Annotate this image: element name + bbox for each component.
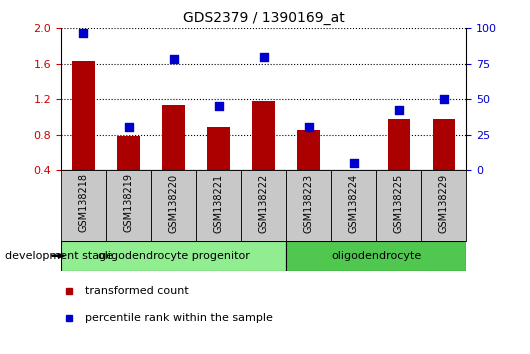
Point	[304, 125, 313, 130]
Point	[214, 103, 223, 109]
Bar	[432, 120, 455, 205]
Text: GSM138218: GSM138218	[78, 173, 89, 233]
Text: GSM138224: GSM138224	[349, 173, 359, 233]
FancyBboxPatch shape	[286, 241, 466, 271]
Bar	[162, 105, 185, 205]
Bar	[252, 101, 275, 205]
FancyBboxPatch shape	[151, 170, 196, 241]
FancyBboxPatch shape	[196, 170, 241, 241]
Point	[169, 57, 178, 62]
Text: GSM138222: GSM138222	[259, 173, 269, 233]
FancyBboxPatch shape	[376, 170, 421, 241]
Point	[350, 160, 358, 166]
Text: GSM138220: GSM138220	[169, 173, 179, 233]
Text: oligodendrocyte progenitor: oligodendrocyte progenitor	[98, 251, 250, 261]
Text: transformed count: transformed count	[85, 286, 189, 296]
Point	[124, 125, 132, 130]
FancyBboxPatch shape	[106, 170, 151, 241]
Title: GDS2379 / 1390169_at: GDS2379 / 1390169_at	[183, 11, 344, 24]
FancyBboxPatch shape	[421, 170, 466, 241]
FancyBboxPatch shape	[61, 241, 286, 271]
FancyBboxPatch shape	[286, 170, 331, 241]
FancyBboxPatch shape	[241, 170, 286, 241]
Bar	[207, 127, 230, 205]
Bar	[117, 136, 140, 205]
Point	[440, 96, 448, 102]
FancyBboxPatch shape	[331, 170, 376, 241]
Bar	[342, 170, 365, 205]
Text: percentile rank within the sample: percentile rank within the sample	[85, 313, 273, 323]
Bar	[297, 130, 320, 205]
Bar	[72, 61, 95, 205]
Text: oligodendrocyte: oligodendrocyte	[331, 251, 421, 261]
Text: development stage: development stage	[5, 251, 113, 261]
Bar	[387, 120, 410, 205]
Text: GSM138219: GSM138219	[123, 173, 134, 233]
Point	[259, 54, 268, 59]
Point	[80, 30, 88, 35]
Text: GSM138223: GSM138223	[304, 173, 314, 233]
Text: GSM138225: GSM138225	[394, 173, 404, 233]
Text: GSM138229: GSM138229	[439, 173, 449, 233]
Text: GSM138221: GSM138221	[214, 173, 224, 233]
FancyBboxPatch shape	[61, 170, 106, 241]
Point	[394, 108, 403, 113]
